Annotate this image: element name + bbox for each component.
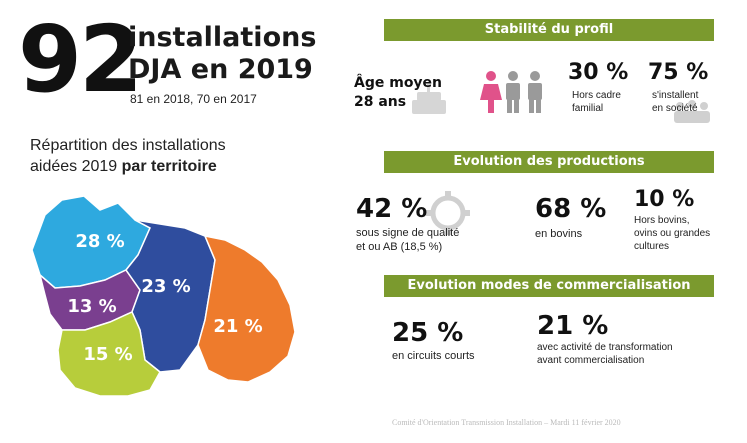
map-title-normal: aidées 2019: [30, 158, 122, 175]
hors-cadre-text: Hors cadre familial: [572, 89, 621, 115]
group-icon: [674, 100, 710, 123]
woman-icon: [480, 71, 502, 113]
qualite-pct: 42 %: [356, 194, 428, 224]
hors-cadre-line1: Hors cadre: [572, 90, 621, 101]
transformation-line2: avant commercialisation: [537, 355, 645, 366]
headline-previous-years: 81 en 2018, 70 en 2017: [130, 92, 257, 106]
band-stabilite: Stabilité du profil: [384, 19, 714, 41]
map-title-bold: par territoire: [121, 158, 217, 175]
age-value: 28 ans: [354, 94, 407, 110]
hors-bovins-line1: Hors bovins,: [634, 215, 690, 226]
age-block: Âge moyen 28 ans: [354, 74, 442, 112]
gear-teeth-icon: [426, 191, 470, 235]
circuits-courts-pct: 25 %: [392, 318, 464, 348]
region-label-center: 23 %: [141, 276, 190, 297]
band-productions: Evolution des productions: [384, 151, 714, 173]
societe-line1: s'installent: [652, 90, 699, 101]
map-title-line2: aidées 2019 par territoire: [30, 156, 226, 177]
transformation-line1: avec activité de transformation: [537, 342, 673, 353]
region-east: [197, 234, 296, 383]
hors-bovins-pct: 10 %: [634, 187, 695, 212]
region-label-south-west: 15 %: [83, 344, 132, 365]
region-label-east: 21 %: [213, 316, 262, 337]
hors-cadre-line2: familial: [572, 103, 604, 114]
qualite-line2: et ou AB (18,5 %): [356, 241, 443, 253]
man-icon: [506, 71, 520, 113]
installations-count: 92: [18, 6, 143, 113]
circuits-courts-text: en circuits courts: [392, 350, 475, 362]
headline-year: DJA en 2019: [128, 54, 313, 85]
gear-icon: [430, 195, 466, 231]
map-title-line1: Répartition des installations: [30, 137, 226, 154]
qualite-text: sous signe de qualité et ou AB (18,5 %): [356, 226, 459, 254]
bovins-pct: 68 %: [535, 194, 607, 224]
age-label: Âge moyen: [354, 75, 443, 91]
qualite-line1: sous signe de qualité: [356, 227, 460, 239]
man-icon: [528, 71, 542, 113]
hors-bovins-line3: cultures: [634, 241, 670, 252]
societe-pct: 75 %: [648, 60, 709, 85]
headline-installations: installations: [128, 22, 317, 53]
hors-cadre-pct: 30 %: [568, 60, 629, 85]
hors-bovins-text: Hors bovins, ovins ou grandes cultures: [634, 214, 710, 253]
footer-note: Comité d'Orientation Transmission Instal…: [392, 418, 621, 427]
societe-line2: en société: [652, 103, 698, 114]
societe-text: s'installent en société: [652, 89, 698, 115]
region-label-north-west: 28 %: [75, 231, 124, 252]
region-south-west: [57, 311, 161, 397]
band-commercialisation: Evolution modes de commercialisation: [384, 275, 714, 297]
transformation-text: avec activité de transformation avant co…: [537, 341, 673, 367]
cake-icon: [412, 84, 446, 114]
map-title: Répartition des installations aidées 201…: [30, 135, 226, 177]
bovins-text: en bovins: [535, 228, 583, 240]
transformation-pct: 21 %: [537, 311, 609, 341]
region-label-west: 13 %: [67, 296, 116, 317]
region-center: [125, 219, 216, 373]
hors-bovins-line2: ovins ou grandes: [634, 228, 711, 239]
